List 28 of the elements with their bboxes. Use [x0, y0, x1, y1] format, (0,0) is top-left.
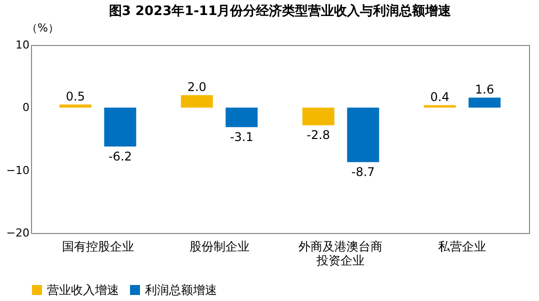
x-tick-label: 外商及港澳台商投资企业 [298, 240, 383, 268]
y-tick-label: −10 [6, 164, 30, 177]
y-tick-label: 10 [16, 38, 30, 52]
legend-label: 利润总额增速 [145, 283, 217, 297]
bar [104, 108, 136, 147]
y-tick-label: 0 [22, 101, 30, 114]
bar [468, 98, 501, 108]
bar [347, 108, 380, 162]
data-label: -8.7 [351, 165, 375, 180]
legend-label: 营业收入增速 [47, 283, 119, 297]
data-label: 0.5 [66, 90, 85, 104]
x-tick-label: 股份制企业 [189, 240, 250, 254]
bar [59, 104, 92, 108]
bar [424, 105, 456, 108]
x-tick-label: 国有控股企业 [62, 240, 134, 254]
chart-title: 图3 2023年1-11月份分经济类型营业收入与利润总额增速 [108, 3, 452, 19]
y-tick-label: −20 [6, 226, 30, 240]
data-label: 0.4 [430, 90, 450, 104]
x-tick-label: 私营企业 [438, 240, 486, 254]
bar [180, 95, 213, 108]
data-label: -3.1 [230, 130, 254, 144]
data-label: 2.0 [187, 80, 206, 94]
y-axis-title: （%） [26, 22, 59, 34]
data-label: 1.6 [475, 82, 494, 97]
data-label: -2.8 [306, 128, 330, 142]
data-label: -6.2 [108, 150, 132, 164]
bar [226, 108, 258, 128]
bar [302, 108, 334, 126]
